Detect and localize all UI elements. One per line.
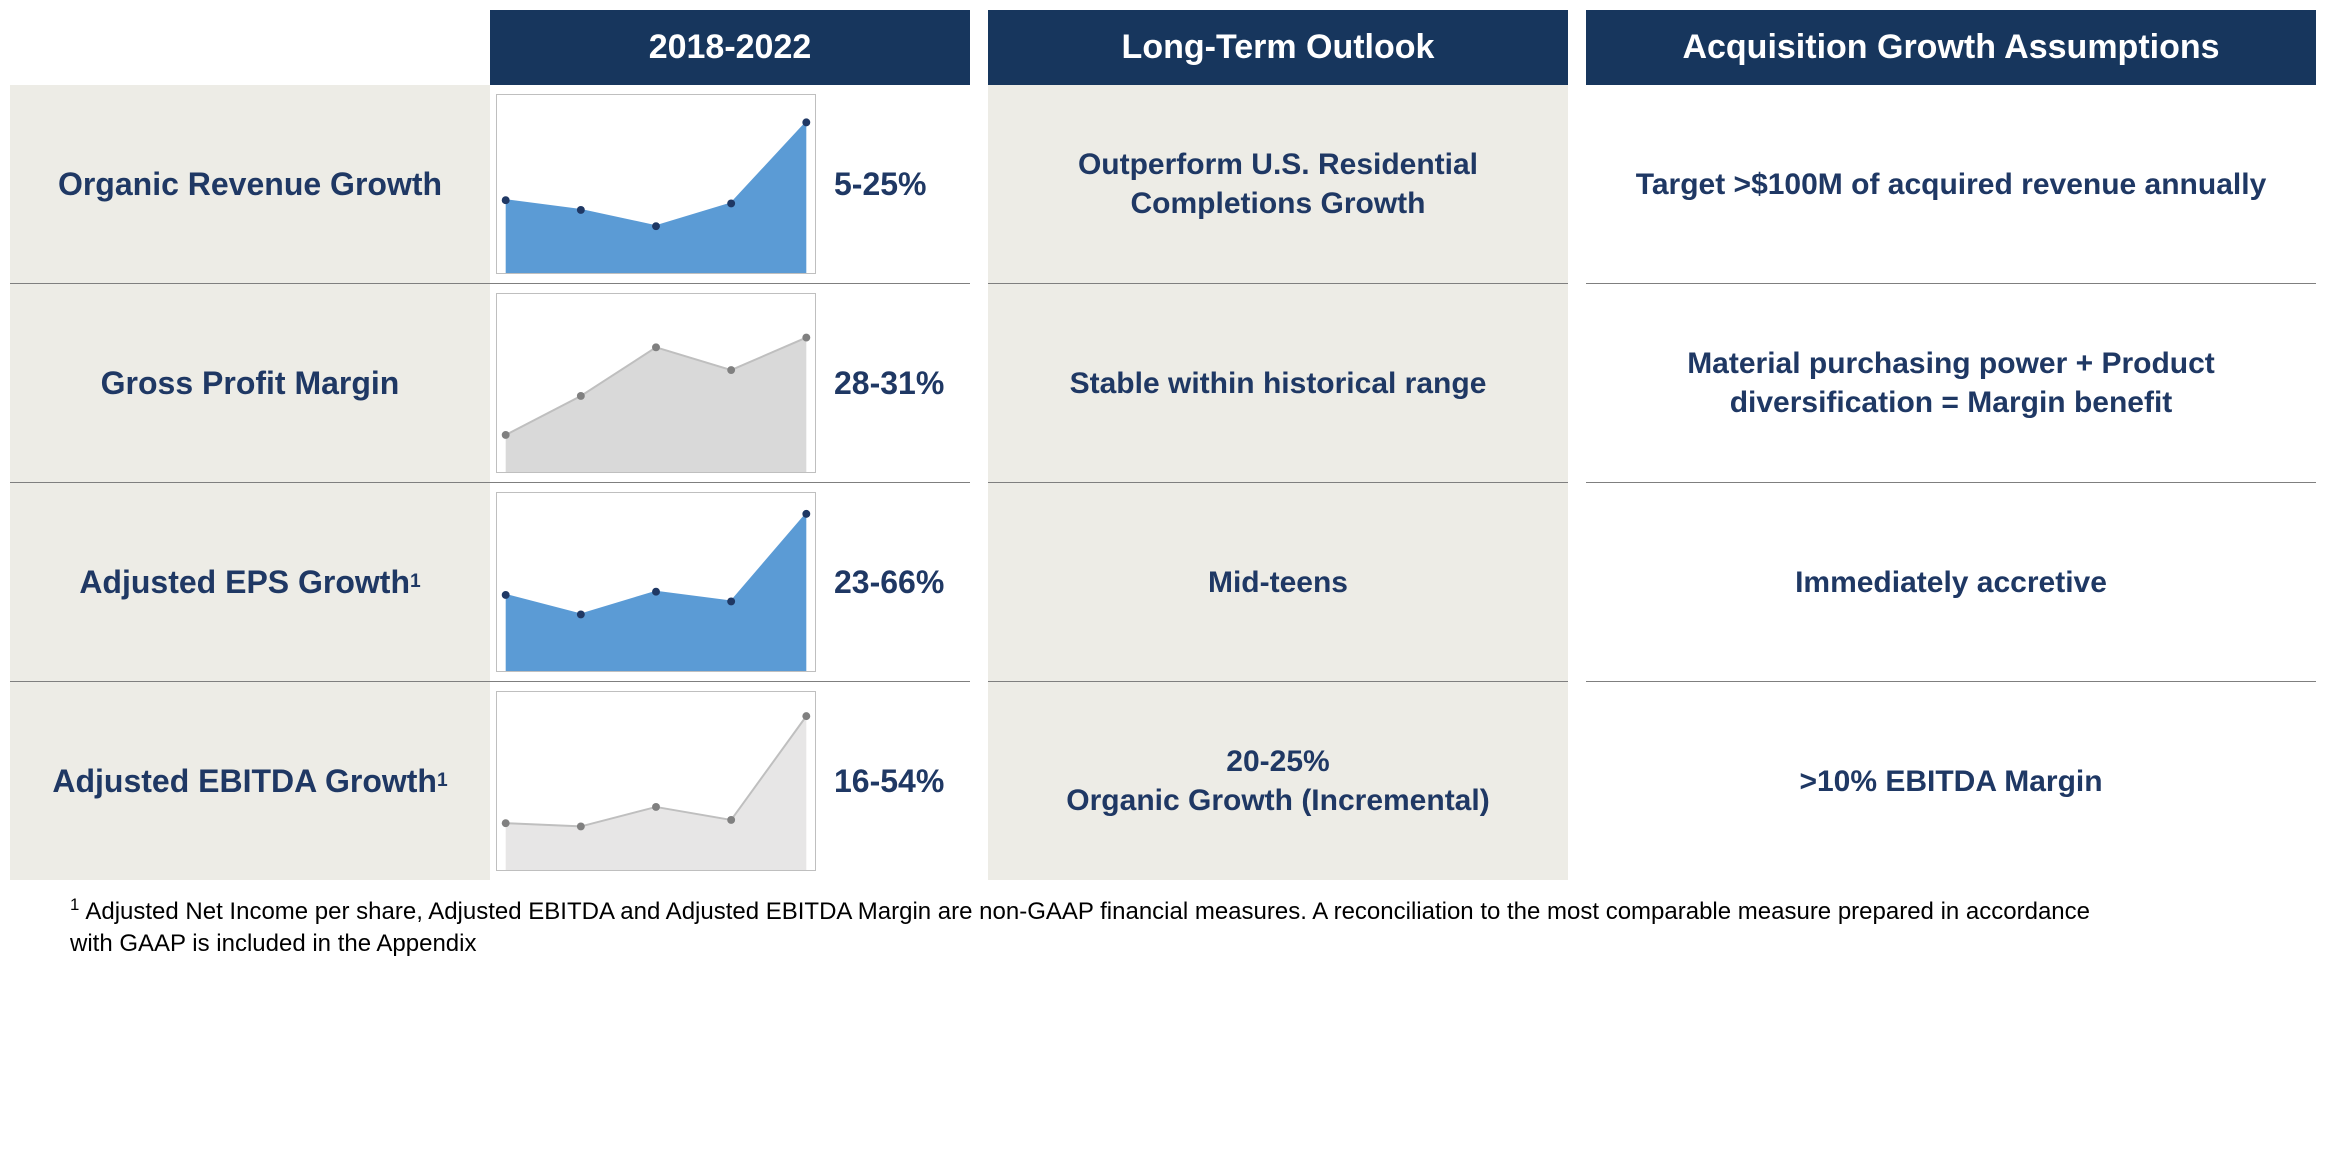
metric-label: Gross Profit Margin [10,284,490,482]
sparkline-chart [496,691,816,871]
metric-label-text: Adjusted EPS Growth [79,562,410,602]
footnote-marker: 1 [70,895,79,914]
footnote: 1Adjusted Net Income per share, Adjusted… [10,880,2110,961]
chart-cell: 28-31% [490,284,970,482]
acquisition-text: Material purchasing power + Product dive… [1586,284,2316,482]
metric-range: 16-54% [828,763,960,800]
metric-label: Adjusted EPS Growth1 [10,483,490,681]
header-acquisition: Acquisition Growth Assumptions [1586,10,2316,85]
sparkline-chart [496,492,816,672]
chart-cell: 23-66% [490,483,970,681]
outlook-text: 20-25% Organic Growth (Incremental) [988,682,1568,880]
metric-label: Adjusted EBITDA Growth1 [10,682,490,880]
metric-label: Organic Revenue Growth [10,85,490,283]
superscript-marker: 1 [410,570,421,594]
sparkline-chart [496,94,816,274]
header-period: 2018-2022 [490,10,970,85]
metric-label-text: Adjusted EBITDA Growth [52,761,437,801]
sparkline-chart [496,293,816,473]
metric-range: 23-66% [828,564,960,601]
acquisition-text: Immediately accretive [1586,483,2316,681]
header-outlook: Long-Term Outlook [988,10,1568,85]
metric-label-text: Gross Profit Margin [101,363,400,403]
chart-cell: 16-54% [490,682,970,880]
footnote-text: Adjusted Net Income per share, Adjusted … [70,898,2090,957]
outlook-text: Stable within historical range [988,284,1568,482]
metric-range: 5-25% [828,166,960,203]
outlook-text: Mid-teens [988,483,1568,681]
chart-cell: 5-25% [490,85,970,283]
outlook-text: Outperform U.S. Residential Completions … [988,85,1568,283]
acquisition-text: Target >$100M of acquired revenue annual… [1586,85,2316,283]
metric-range: 28-31% [828,365,960,402]
metric-label-text: Organic Revenue Growth [58,164,442,204]
superscript-marker: 1 [437,769,448,793]
acquisition-text: >10% EBITDA Margin [1586,682,2316,880]
